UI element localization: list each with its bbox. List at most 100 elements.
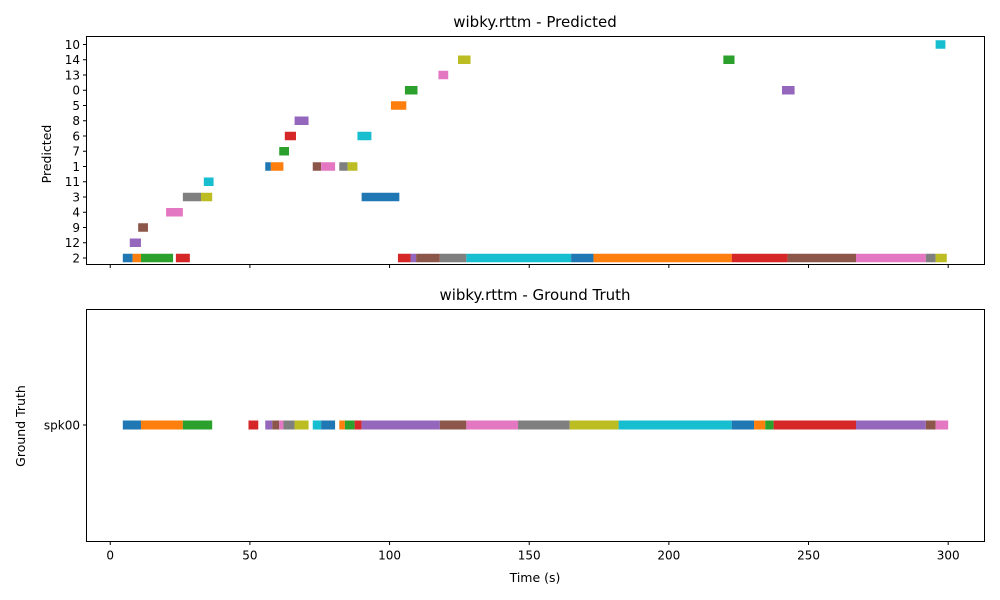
segment-bar xyxy=(279,147,290,156)
y-tick-label: 11 xyxy=(65,175,80,189)
segment-bar xyxy=(182,420,213,430)
segment-bar xyxy=(935,253,947,263)
segment-bar xyxy=(294,116,309,125)
segment-bar xyxy=(518,420,570,430)
segment-bar xyxy=(410,253,417,263)
y-tick-label: 10 xyxy=(65,38,80,52)
y-tick-label: 7 xyxy=(72,145,80,159)
segment-bar xyxy=(457,55,471,64)
predicted-segments xyxy=(122,40,947,263)
segment-bar xyxy=(397,253,411,263)
segment-bar xyxy=(203,177,214,186)
ground-truth-panel: wibky.rttm - Ground Truth Ground Truth s… xyxy=(13,286,985,585)
segment-bar xyxy=(787,253,857,263)
segment-bar xyxy=(140,253,174,263)
segment-bar xyxy=(935,40,946,49)
predicted-x-ticks xyxy=(109,264,949,268)
y-tick-label: 2 xyxy=(72,251,80,265)
segment-bar xyxy=(925,253,936,263)
segment-bar xyxy=(270,162,284,171)
segment-bar xyxy=(416,253,440,263)
segment-bar xyxy=(140,420,183,430)
y-tick-label: 3 xyxy=(72,190,80,204)
segment-bar xyxy=(723,55,735,64)
x-tick-label: 50 xyxy=(242,549,257,563)
segment-bar xyxy=(773,420,857,430)
segment-bar xyxy=(731,253,788,263)
ground-truth-y-axis-label: Ground Truth xyxy=(13,385,28,467)
segment-bar xyxy=(935,420,949,430)
ground-truth-x-ticks: 0 50 100 150 200 250 300 xyxy=(106,541,960,563)
y-tick-label: 12 xyxy=(65,236,80,250)
segment-bar xyxy=(122,253,133,263)
segment-bar xyxy=(321,420,336,430)
segment-bar xyxy=(312,162,322,171)
segment-bar xyxy=(438,70,449,80)
segment-bar xyxy=(765,420,774,430)
segment-bar xyxy=(404,86,418,95)
y-tick-label: 14 xyxy=(65,53,80,67)
segment-bar xyxy=(754,420,766,430)
x-tick-label: 200 xyxy=(657,549,680,563)
segment-bar xyxy=(856,253,926,263)
segment-bar xyxy=(466,420,519,430)
y-tick-label: 13 xyxy=(65,68,80,82)
x-tick-label: 100 xyxy=(378,549,401,563)
y-tick-label: spk00 xyxy=(44,418,80,432)
segment-bar xyxy=(265,162,271,171)
segment-bar xyxy=(439,253,467,263)
x-tick-label: 250 xyxy=(797,549,820,563)
segment-bar xyxy=(129,238,141,247)
y-tick-label: 0 xyxy=(72,84,80,98)
segment-bar xyxy=(265,420,273,430)
segment-bar xyxy=(284,131,296,141)
y-tick-label: 8 xyxy=(72,114,80,128)
segment-bar xyxy=(294,420,309,430)
segment-bar xyxy=(138,223,148,232)
x-tick-label: 150 xyxy=(518,549,541,563)
y-tick-label: 6 xyxy=(72,129,80,143)
segment-bar xyxy=(182,192,202,202)
segment-bar xyxy=(201,192,213,202)
segment-bar xyxy=(390,101,407,110)
segment-bar xyxy=(466,253,572,263)
segment-bar xyxy=(439,420,467,430)
y-tick-label: 4 xyxy=(72,206,80,220)
predicted-plot-frame xyxy=(86,36,985,265)
segment-bar xyxy=(321,162,336,171)
y-tick-label: 9 xyxy=(72,221,80,235)
segment-bar xyxy=(166,208,183,217)
ground-truth-y-ticks: spk00 xyxy=(44,418,87,432)
predicted-panel: wibky.rttm - Predicted Predicted 2129431… xyxy=(39,13,985,268)
segment-bar xyxy=(347,162,358,171)
segment-bar xyxy=(569,420,619,430)
segment-bar xyxy=(354,420,362,430)
segment-bar xyxy=(132,253,141,263)
segment-bar xyxy=(279,420,284,430)
segment-bar xyxy=(272,420,280,430)
x-tick-label: 300 xyxy=(937,549,960,563)
ground-truth-x-axis-label: Time (s) xyxy=(509,570,561,585)
segment-bar xyxy=(312,420,322,430)
y-tick-label: 5 xyxy=(72,99,80,113)
segment-bar xyxy=(782,86,795,95)
ground-truth-plot-frame xyxy=(86,309,985,542)
segment-bar xyxy=(571,253,594,263)
segment-bar xyxy=(248,420,259,430)
predicted-y-axis-label: Predicted xyxy=(39,125,54,184)
segment-bar xyxy=(361,420,440,430)
x-tick-label: 0 xyxy=(106,549,114,563)
segment-bar xyxy=(357,131,372,141)
segment-bar xyxy=(856,420,926,430)
segment-bar xyxy=(361,192,400,202)
segment-bar xyxy=(175,253,190,263)
segment-bar xyxy=(339,162,348,171)
segment-bar xyxy=(731,420,755,430)
predicted-title: wibky.rttm - Predicted xyxy=(453,13,617,31)
segment-bar xyxy=(618,420,732,430)
segment-bar xyxy=(283,420,295,430)
segment-bar xyxy=(344,420,355,430)
